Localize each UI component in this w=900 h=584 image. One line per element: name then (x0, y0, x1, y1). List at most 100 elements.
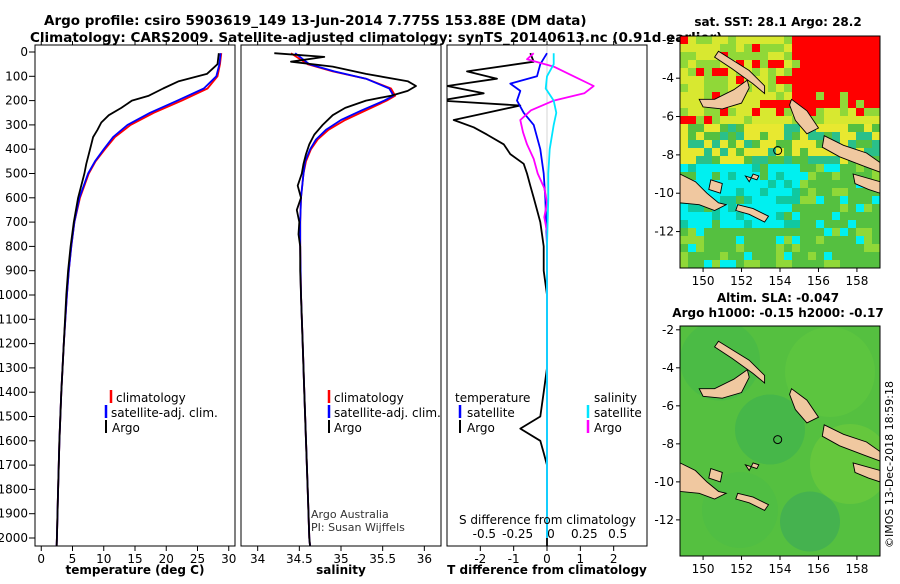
series-argo (274, 52, 417, 546)
sst-cell (784, 252, 792, 260)
sst-cell (840, 236, 848, 244)
sst-cell (856, 68, 864, 76)
sst-cell (832, 116, 840, 124)
sst-cell (760, 252, 768, 260)
sst-cell (712, 252, 720, 260)
sst-cell (736, 236, 744, 244)
sst-cell (760, 148, 768, 156)
sst-cell (832, 220, 840, 228)
sst-cell (752, 220, 760, 228)
sst-cell (872, 212, 880, 220)
sst-cell (768, 220, 776, 228)
sst-cell (808, 260, 816, 268)
sst-cell (872, 244, 880, 252)
sst-cell (792, 156, 800, 164)
sst-cell (792, 180, 800, 188)
sst-cell (824, 108, 832, 116)
sst-cell (840, 244, 848, 252)
sst-cell (872, 132, 880, 140)
sst-cell (728, 148, 736, 156)
sst-cell (704, 44, 712, 52)
sst-cell (680, 84, 688, 92)
sst-cell (840, 92, 848, 100)
sst-cell (768, 164, 776, 172)
lat-tick-label: -2 (662, 323, 674, 337)
sst-cell (800, 156, 808, 164)
sst-cell (688, 236, 696, 244)
lat-tick-label: -10 (654, 186, 674, 200)
sst-cell (680, 260, 688, 268)
sst-cell (800, 164, 808, 172)
sst-cell (808, 108, 816, 116)
lat-tick-label: -8 (662, 148, 674, 162)
salinity-x-ticks: 34 34.5 35 35.5 36 (250, 41, 432, 566)
x-tick-label: 34 (250, 552, 265, 566)
sst-cell (768, 228, 776, 236)
sst-cell (848, 252, 856, 260)
sst-cell (696, 76, 704, 84)
sst-cell (768, 148, 776, 156)
sst-cell (824, 180, 832, 188)
sst-cell (696, 236, 704, 244)
sst-cell (704, 68, 712, 76)
sst-cell (768, 68, 776, 76)
sst-cell (872, 260, 880, 268)
sst-cell (784, 140, 792, 148)
sst-cell (800, 132, 808, 140)
sst-cell (712, 76, 720, 84)
credit-line-2: PI: Susan Wijffels (311, 521, 405, 534)
lat-tick-label: -4 (662, 71, 674, 85)
sst-cell (848, 140, 856, 148)
sst-cell (760, 132, 768, 140)
sst-cell (696, 92, 704, 100)
sst-cell (696, 148, 704, 156)
sst-cell (832, 236, 840, 244)
sst-cell (856, 212, 864, 220)
sst-cell (768, 60, 776, 68)
sst-cell (776, 148, 784, 156)
sst-cell (760, 36, 768, 44)
sst-cell (688, 76, 696, 84)
sst-cell (768, 36, 776, 44)
depth-tick-label: 1500 (0, 410, 28, 424)
sst-cell (864, 252, 872, 260)
land-mass (744, 463, 752, 472)
sst-cell (824, 252, 832, 260)
series-satellite-adj-clim- (294, 52, 395, 546)
sst-cell (856, 260, 864, 268)
sst-cell (720, 228, 728, 236)
sst-cell (840, 100, 848, 108)
sst-cell (728, 244, 736, 252)
sst-cell (736, 124, 744, 132)
sst-cell (728, 116, 736, 124)
sst-cell (792, 212, 800, 220)
sst-cell (688, 132, 696, 140)
sst-cell (808, 92, 816, 100)
sst-cell (824, 84, 832, 92)
sst-cell (824, 196, 832, 204)
sst-map-axes: 150 152 154 156 158 -2 -4 -6 -8 -10 -12 (654, 33, 868, 288)
sst-cell (856, 76, 864, 84)
sla-map-title-2: Argo h1000: -0.15 h2000: -0.17 (672, 306, 883, 320)
sst-cell (864, 204, 872, 212)
sst-cell (688, 228, 696, 236)
sst-cell (848, 188, 856, 196)
sst-cell (704, 52, 712, 60)
sst-cell (776, 140, 784, 148)
sst-cell (856, 36, 864, 44)
sst-cell (824, 68, 832, 76)
sst-cell (848, 196, 856, 204)
sst-cell (720, 252, 728, 260)
sst-cell (728, 124, 736, 132)
sst-cell (784, 244, 792, 252)
lon-tick-label: 152 (730, 562, 753, 576)
lon-tick-label: 154 (769, 274, 792, 288)
sst-cell (752, 228, 760, 236)
x-tick-label: 20 (159, 552, 174, 566)
series-s-satellite (544, 53, 558, 538)
sst-cell (832, 212, 840, 220)
sst-cell (728, 36, 736, 44)
sst-cell (744, 212, 752, 220)
sst-cell (752, 52, 760, 60)
sst-cell (712, 220, 720, 228)
